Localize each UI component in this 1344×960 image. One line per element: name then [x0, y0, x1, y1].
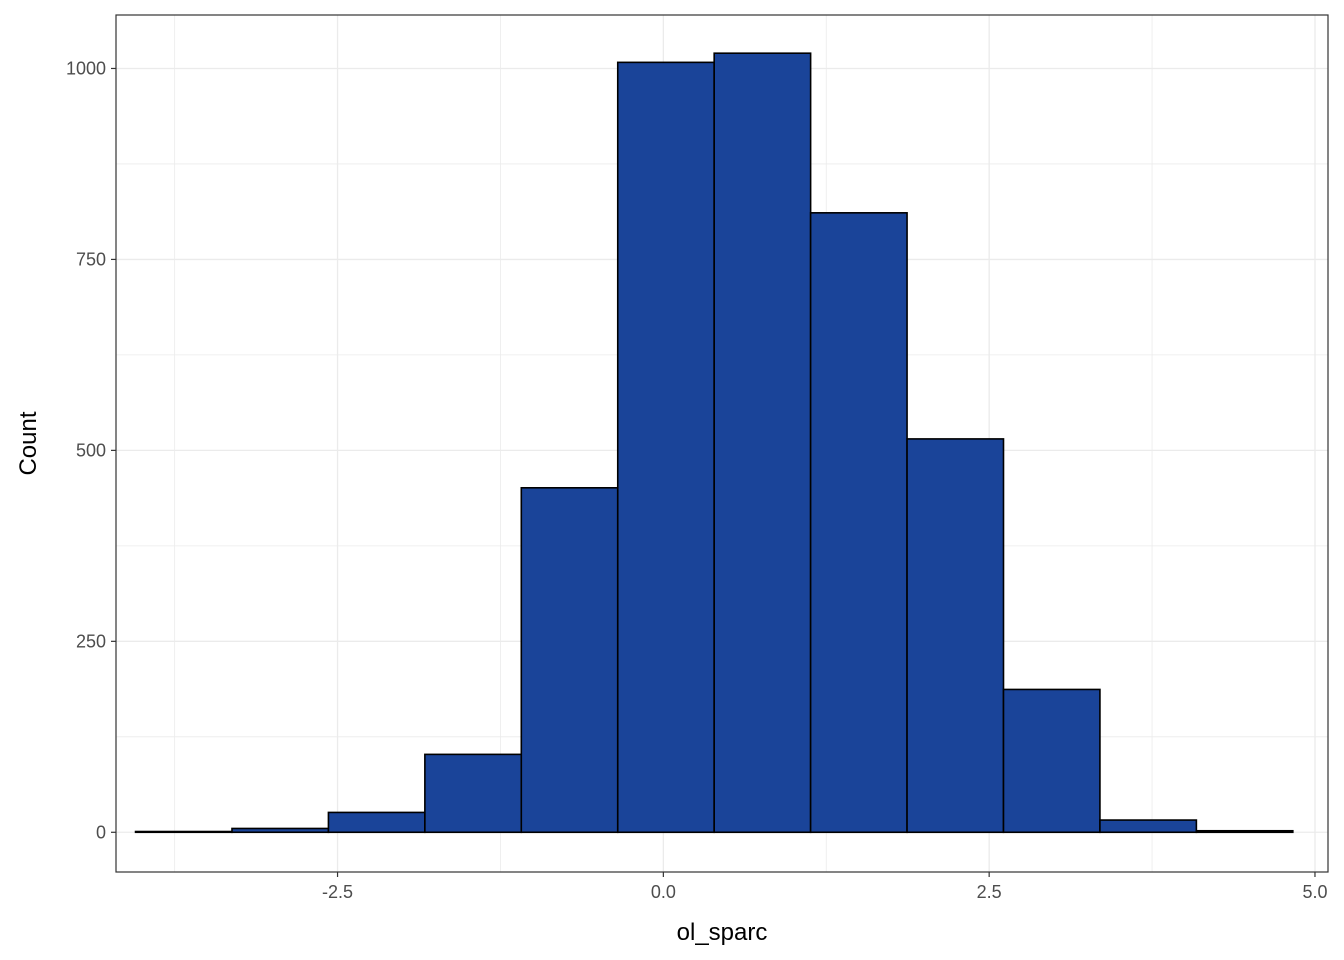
- x-axis: -2.5 0.0 2.5 5.0: [322, 872, 1327, 902]
- histogram-bar: [616, 61, 715, 834]
- histogram-bar: [231, 827, 330, 834]
- histogram-bar: [906, 438, 1005, 834]
- x-axis-title: ol_sparc: [677, 919, 768, 946]
- y-tick-label: 750: [76, 249, 106, 269]
- histogram-bar: [1195, 829, 1294, 834]
- y-axis: 0 250 500 750 1000: [66, 58, 116, 842]
- panel-border: [115, 14, 1329, 873]
- histogram-bar: [134, 830, 233, 834]
- histogram-bar: [1099, 819, 1198, 834]
- histogram-bar: [713, 52, 812, 834]
- y-axis-title: Count: [15, 411, 42, 475]
- histogram-bar: [520, 487, 619, 834]
- y-tick-label: 0: [96, 822, 106, 842]
- x-tick-label: 5.0: [1302, 882, 1327, 902]
- y-tick-label: 500: [76, 440, 106, 460]
- histogram-bars: [134, 52, 1294, 834]
- x-tick-label: 0.0: [651, 882, 676, 902]
- histogram-bar: [424, 753, 523, 834]
- histogram-bar: [327, 811, 426, 834]
- x-tick-label: -2.5: [322, 882, 353, 902]
- histogram-bar: [1002, 688, 1101, 834]
- y-tick-label: 1000: [66, 58, 106, 78]
- histogram-bar: [809, 212, 908, 834]
- x-tick-label: 2.5: [977, 882, 1002, 902]
- y-tick-label: 250: [76, 631, 106, 651]
